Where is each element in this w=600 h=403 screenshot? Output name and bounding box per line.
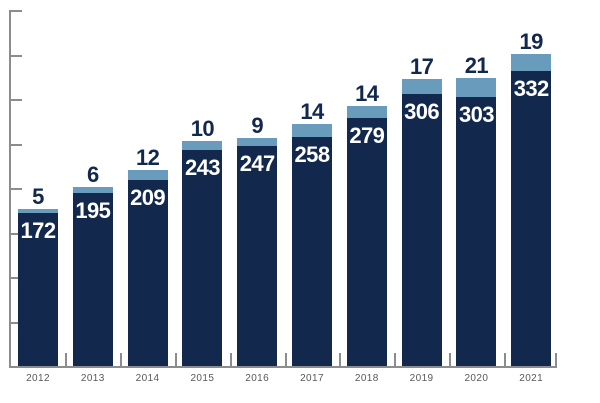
cap-value-label: 14 [300,99,324,125]
bar-segment-cap [127,169,168,181]
x-axis-tick [229,353,232,368]
bar-segment-cap [511,53,552,71]
x-axis-category-label: 2021 [519,373,544,384]
x-axis-category-label: 2016 [245,373,270,384]
y-axis-tick [9,143,22,146]
bar-value-label: 247 [239,151,276,177]
bar-value-label: 172 [20,218,57,244]
y-axis-tick [9,10,22,13]
bar-segment-cap [182,141,223,150]
bar-segment-cap [346,105,387,118]
y-axis-tick [9,54,22,57]
cap-value-label: 10 [190,116,215,142]
cap-value-label: 9 [251,113,263,139]
cap-value-label: 17 [409,53,434,79]
bar-segment-cap [18,208,58,214]
cap-value-label: 21 [464,52,489,78]
bar-value-label: 243 [184,154,221,180]
x-axis-tick [503,353,506,368]
cap-value-label: 12 [135,144,160,170]
x-axis-category-label: 2014 [135,373,160,384]
bar-segment-cap [292,124,332,137]
bar-segment-base: 306 [401,93,442,366]
bar-value-label: 332 [513,75,550,101]
x-axis-category-label: 2017 [300,373,324,384]
bar-segment-cap [72,187,113,193]
x-axis-tick [284,353,287,368]
bar-value-label: 209 [130,185,166,211]
bar-segment-cap [237,138,278,147]
cap-value-label: 19 [519,28,544,54]
bar-segment-cap [401,78,442,94]
x-axis-category-label: 2013 [80,373,105,384]
y-axis-tick [9,99,22,102]
y-axis-tick [9,232,22,235]
x-axis-tick [175,353,177,368]
x-axis-category-label: 2020 [464,373,489,384]
cap-value-label: 5 [32,183,44,209]
bar-value-label: 279 [349,122,385,148]
y-axis-tick [9,277,22,280]
bar-segment-base: 258 [292,136,332,366]
x-axis-tick [449,353,451,368]
bar-segment-base: 303 [456,96,497,366]
bar-segment-base: 243 [182,149,223,366]
bar-segment-base: 172 [18,213,58,366]
bar-segment-base: 247 [237,146,278,366]
bar-segment-base: 195 [72,192,113,366]
x-axis-tick [555,353,557,368]
x-axis-tick [65,353,68,368]
bar-value-label: 195 [75,197,111,223]
bar-segment-cap [456,77,497,97]
cap-value-label: 14 [355,80,379,106]
y-axis-tick [9,188,22,191]
bar-value-label: 303 [458,101,495,127]
x-axis-category-label: 2018 [354,373,379,384]
x-axis-line [9,366,557,368]
y-axis-tick [9,321,22,324]
x-axis-category-label: 2019 [409,373,434,384]
bar-segment-base: 332 [511,70,552,366]
x-axis-tick [120,353,123,368]
bar-segment-base: 209 [127,180,168,366]
bar-segment-base: 279 [346,117,387,366]
bar-value-label: 258 [294,141,331,167]
cap-value-label: 6 [86,162,99,188]
bar-value-label: 306 [404,98,440,124]
x-axis-category-label: 2012 [26,373,50,384]
x-axis-category-label: 2015 [190,373,215,384]
x-axis-tick [339,353,342,368]
x-axis-tick [394,353,397,368]
